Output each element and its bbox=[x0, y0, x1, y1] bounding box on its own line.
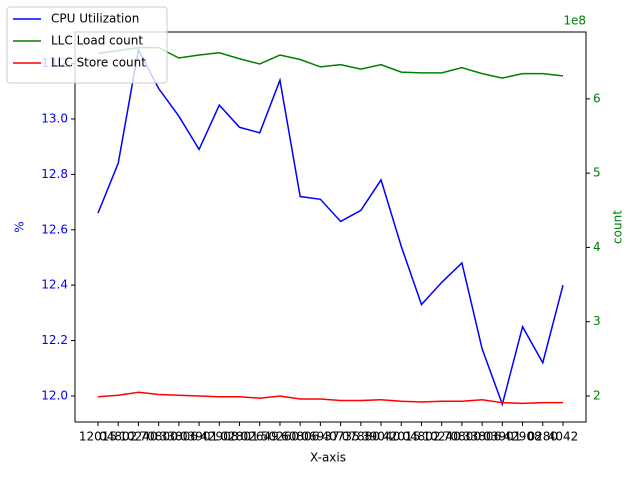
x-tick-label: 06937 bbox=[301, 430, 339, 444]
x-axis-label: X-axis bbox=[310, 451, 346, 465]
x-tick-label: 10240 bbox=[423, 430, 461, 444]
legend-box bbox=[6, 6, 168, 84]
x-tick-label: 03901 bbox=[483, 430, 521, 444]
x-tick-label: 12015 bbox=[79, 430, 117, 444]
x-tick-label: 04802 bbox=[402, 430, 440, 444]
y-tick-label: 12.2 bbox=[41, 333, 68, 347]
y-tick-label: 12.8 bbox=[41, 167, 68, 181]
y-tick-label: 12.0 bbox=[41, 388, 68, 402]
x-tick-label: 07880 bbox=[342, 430, 380, 444]
x-tick-label: 03901 bbox=[180, 430, 218, 444]
y2-tick-label: 6 bbox=[593, 91, 601, 105]
x-tick-label: 70800 bbox=[140, 430, 178, 444]
x-tick-label: 70800 bbox=[443, 430, 481, 444]
x-tick-label: 10240 bbox=[119, 430, 157, 444]
x-tick-label: 04802 bbox=[99, 430, 137, 444]
x-tick-label: 60806 bbox=[281, 430, 319, 444]
series-line bbox=[97, 47, 564, 407]
x-tick-label: 02801 bbox=[220, 430, 258, 444]
y2-tick-label: 3 bbox=[593, 314, 601, 328]
x-tick-label: 42908 bbox=[503, 430, 541, 444]
y2-axis-label: count bbox=[611, 210, 625, 244]
x-tick-label: 33806 bbox=[160, 430, 198, 444]
x-tick-label: 40735 bbox=[322, 430, 360, 444]
x-tick-label: 02649 bbox=[241, 430, 279, 444]
y-tick-label: 13.0 bbox=[41, 111, 68, 125]
x-tick-label: 50260 bbox=[261, 430, 299, 444]
x-tick-label: 0280 bbox=[528, 430, 559, 444]
y-tick-label: 12.4 bbox=[41, 278, 68, 292]
legend-label: LLC Load count bbox=[51, 34, 143, 48]
y2-tick-label: 5 bbox=[593, 166, 601, 180]
legend-label: CPU Utilization bbox=[51, 12, 139, 26]
x-tick-label: 42015 bbox=[382, 430, 420, 444]
y2-tick-label: 4 bbox=[593, 240, 601, 254]
y-tick-label: 12.6 bbox=[41, 222, 68, 236]
y2-offset: 1e8 bbox=[563, 14, 586, 28]
x-tick-label: 39040 bbox=[362, 430, 400, 444]
x-tick-label: 33806 bbox=[463, 430, 501, 444]
x-tick-label: 4042 bbox=[548, 430, 579, 444]
series-line bbox=[97, 46, 564, 79]
plot-frame bbox=[74, 31, 587, 423]
legend-label: LLC Store count bbox=[51, 56, 146, 70]
y2-tick-label: 2 bbox=[593, 389, 601, 403]
x-tick-label: 42908 bbox=[200, 430, 238, 444]
y-axis-label: % bbox=[13, 221, 27, 232]
series-line bbox=[97, 391, 563, 405]
